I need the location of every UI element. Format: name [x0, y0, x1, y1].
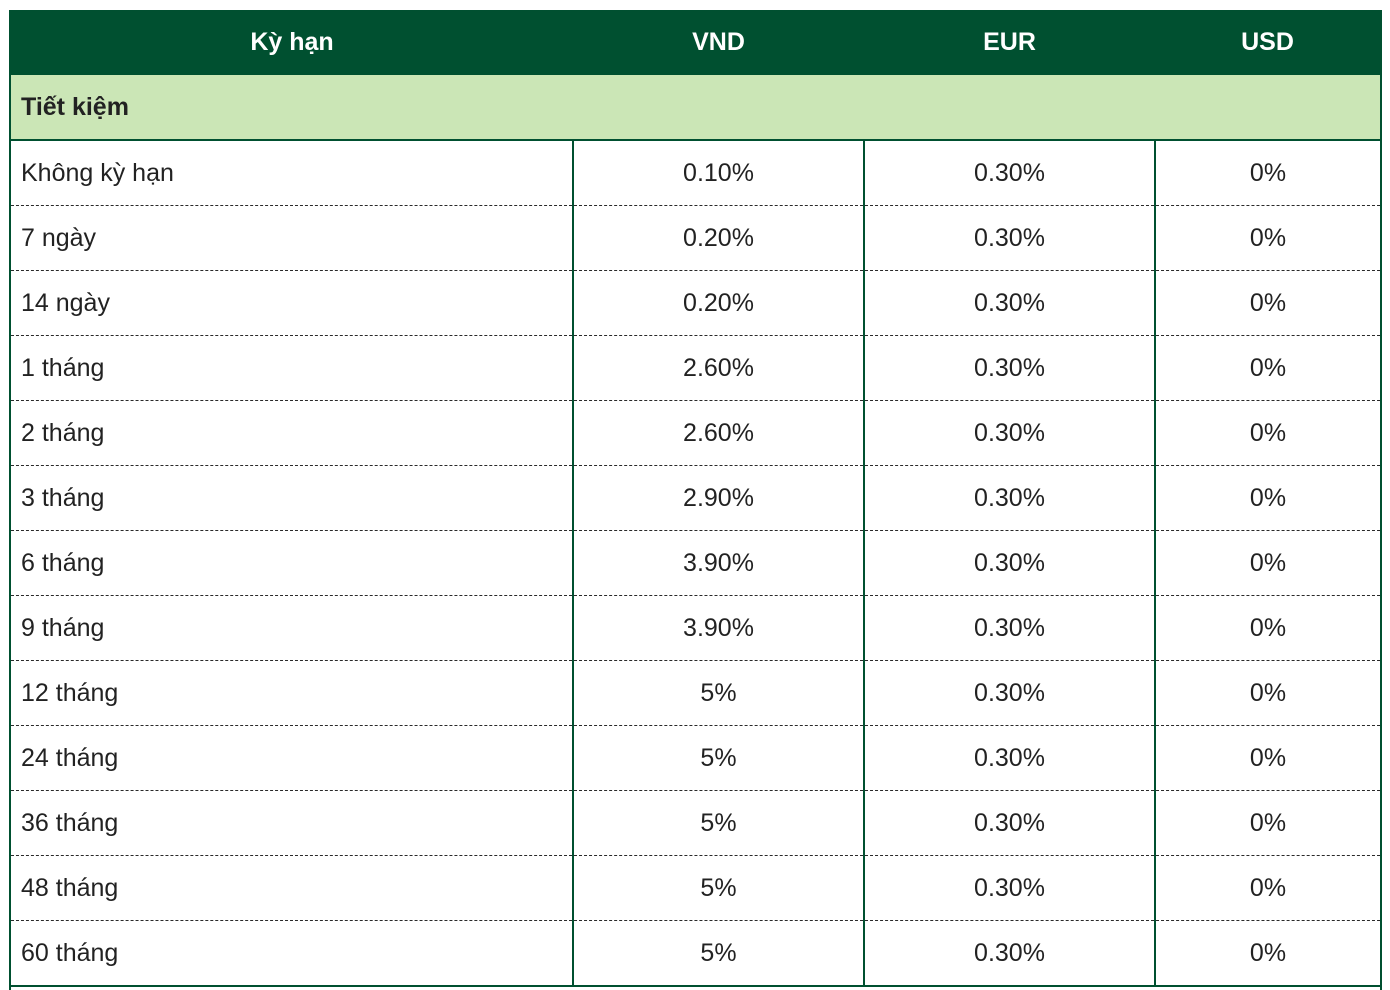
eur-rate-cell: 0.30%	[863, 725, 1155, 791]
usd-rate-cell: 0%	[1154, 920, 1380, 987]
term-cell: 12 tháng	[11, 660, 573, 726]
term-cell: 3 tháng	[11, 465, 573, 531]
table-row: 36 tháng 5% 0.30% 0%	[11, 790, 1380, 856]
usd-rate-cell: 0%	[1154, 725, 1380, 791]
term-cell: 1 tháng	[11, 335, 573, 401]
table-row: 9 tháng 3.90% 0.30% 0%	[11, 595, 1380, 661]
term-cell: 14 ngày	[11, 270, 573, 336]
table-row: 3 tháng 2.90% 0.30% 0%	[11, 465, 1380, 531]
usd-rate-cell: 0%	[1154, 140, 1380, 206]
usd-rate-cell: 0%	[1154, 205, 1380, 271]
usd-rate-cell: 0%	[1154, 270, 1380, 336]
usd-rate-cell: 0%	[1154, 465, 1380, 531]
usd-rate-cell: 0%	[1154, 855, 1380, 921]
eur-rate-cell: 0.30%	[863, 140, 1155, 206]
vnd-rate-cell: 5%	[572, 660, 864, 726]
vnd-rate-cell: 2.90%	[572, 465, 864, 531]
usd-rate-cell: 0%	[1154, 400, 1380, 466]
usd-rate-cell: 0%	[1154, 530, 1380, 596]
term-cell: 36 tháng	[11, 790, 573, 856]
table-row: 60 tháng 5% 0.30% 0%	[11, 920, 1380, 987]
vnd-rate-cell: 5%	[572, 920, 864, 987]
usd-rate-cell: 0%	[1154, 595, 1380, 661]
term-cell: 7 ngày	[11, 205, 573, 271]
section-label: Tiết kiệm	[11, 75, 1380, 141]
vnd-rate-cell: 5%	[572, 790, 864, 856]
eur-rate-cell: 0.30%	[863, 400, 1155, 466]
table-row: 14 ngày 0.20% 0.30% 0%	[11, 270, 1380, 336]
eur-rate-cell: 0.30%	[863, 465, 1155, 531]
eur-rate-cell: 0.30%	[863, 205, 1155, 271]
table-body: Tiết kiệm Không kỳ hạn 0.10% 0.30% 0% 7 ngày…	[11, 75, 1380, 987]
table-row: 24 tháng 5% 0.30% 0%	[11, 725, 1380, 791]
vnd-rate-cell: 5%	[572, 725, 864, 791]
table-header: Kỳ hạn VND EUR USD	[11, 10, 1380, 75]
eur-rate-cell: 0.30%	[863, 270, 1155, 336]
eur-rate-cell: 0.30%	[863, 660, 1155, 726]
vnd-rate-cell: 0.20%	[572, 270, 864, 336]
table-row: 6 tháng 3.90% 0.30% 0%	[11, 530, 1380, 596]
usd-rate-cell: 0%	[1154, 790, 1380, 856]
table-row: 1 tháng 2.60% 0.30% 0%	[11, 335, 1380, 401]
eur-rate-cell: 0.30%	[863, 595, 1155, 661]
term-cell: 6 tháng	[11, 530, 573, 596]
header-eur: EUR	[864, 10, 1155, 75]
vnd-rate-cell: 2.60%	[572, 400, 864, 466]
term-cell: 24 tháng	[11, 725, 573, 791]
header-usd: USD	[1155, 10, 1380, 75]
vnd-rate-cell: 0.10%	[572, 140, 864, 206]
eur-rate-cell: 0.30%	[863, 855, 1155, 921]
table-row: 2 tháng 2.60% 0.30% 0%	[11, 400, 1380, 466]
table-row: 48 tháng 5% 0.30% 0%	[11, 855, 1380, 921]
term-cell: 48 tháng	[11, 855, 573, 921]
eur-rate-cell: 0.30%	[863, 530, 1155, 596]
table-row: 12 tháng 5% 0.30% 0%	[11, 660, 1380, 726]
vnd-rate-cell: 3.90%	[572, 530, 864, 596]
vnd-rate-cell: 5%	[572, 855, 864, 921]
interest-rate-table: Kỳ hạn VND EUR USD Tiết kiệm Không kỳ hạ…	[11, 10, 1380, 987]
header-vnd: VND	[573, 10, 864, 75]
eur-rate-cell: 0.30%	[863, 920, 1155, 987]
usd-rate-cell: 0%	[1154, 335, 1380, 401]
term-cell: 2 tháng	[11, 400, 573, 466]
table-row: 7 ngày 0.20% 0.30% 0%	[11, 205, 1380, 271]
vnd-rate-cell: 3.90%	[572, 595, 864, 661]
table-row: Không kỳ hạn 0.10% 0.30% 0%	[11, 140, 1380, 206]
term-cell: 60 tháng	[11, 920, 573, 987]
header-term: Kỳ hạn	[11, 10, 573, 75]
interest-rate-table-container: Kỳ hạn VND EUR USD Tiết kiệm Không kỳ hạ…	[9, 10, 1382, 990]
eur-rate-cell: 0.30%	[863, 790, 1155, 856]
section-row: Tiết kiệm	[11, 75, 1380, 141]
eur-rate-cell: 0.30%	[863, 335, 1155, 401]
usd-rate-cell: 0%	[1154, 660, 1380, 726]
header-row: Kỳ hạn VND EUR USD	[11, 10, 1380, 75]
term-cell: Không kỳ hạn	[11, 140, 573, 206]
vnd-rate-cell: 2.60%	[572, 335, 864, 401]
vnd-rate-cell: 0.20%	[572, 205, 864, 271]
term-cell: 9 tháng	[11, 595, 573, 661]
